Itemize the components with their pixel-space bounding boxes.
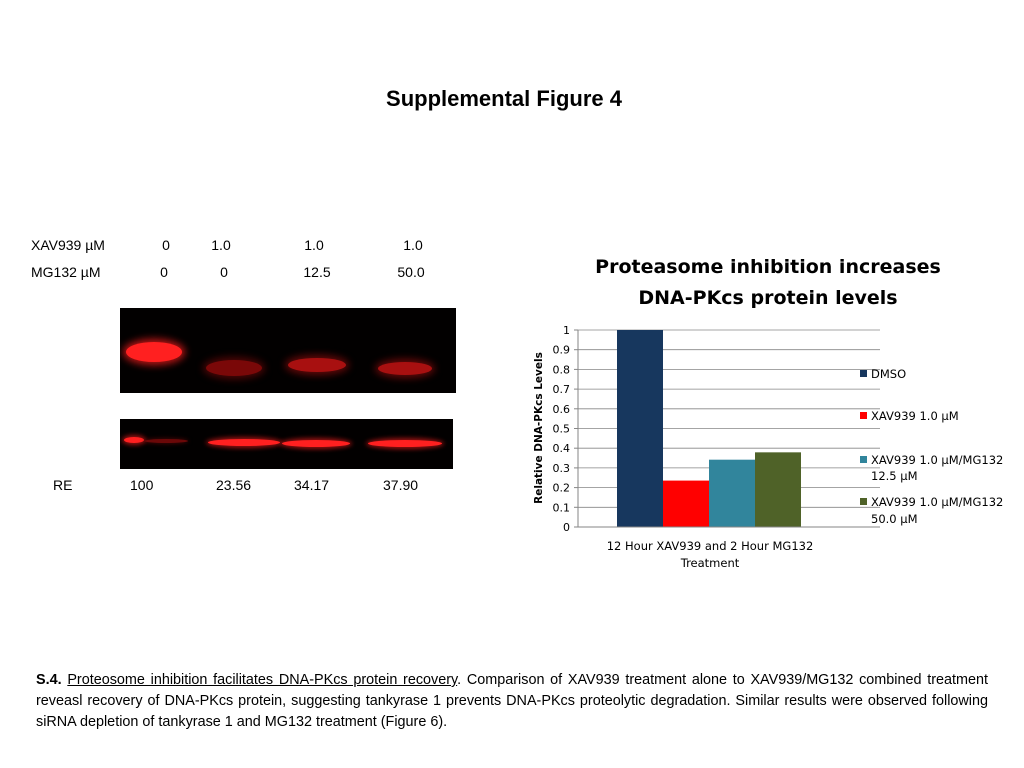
legend-swatch-dmso	[860, 370, 867, 377]
mg132-value: 50.0	[397, 264, 425, 280]
blot-band	[208, 439, 280, 446]
legend-label-xav939: XAV939 1.0 µM	[871, 409, 959, 423]
y-tick-label: 0.2	[553, 482, 571, 495]
caption-title: Proteosome inhibition facilitates DNA-PK…	[67, 672, 458, 688]
chart-title-line2: DNA-PKcs protein levels	[638, 287, 897, 309]
bar-series-2	[709, 459, 755, 527]
blot-band	[378, 362, 432, 375]
blot-band	[124, 437, 144, 443]
y-tick-label: 1	[563, 324, 570, 337]
bar-chart: Proteasome inhibition increases DNA-PKcs…	[533, 256, 1003, 570]
bar-series-1	[663, 480, 709, 527]
chart-bars	[617, 330, 801, 527]
blot-band	[206, 360, 262, 376]
caption-text: . Comparison of XAV939 treatment alone t…	[36, 672, 989, 730]
xav939-value: 1.0	[403, 237, 423, 253]
legend-swatch-xav939-mg132-12	[860, 456, 867, 463]
y-tick-label: 0.4	[553, 442, 571, 455]
mg132-label: MG132 µM	[31, 264, 101, 280]
legend-label-xav939-mg132-12-line2: 12.5 µM	[871, 469, 918, 483]
y-tick-label: 0.1	[553, 501, 571, 514]
legend-label-xav939-mg132-12-line1: XAV939 1.0 µM/MG132	[871, 453, 1003, 467]
western-blot-loading-control	[120, 419, 453, 469]
legend-swatch-xav939-mg132-50	[860, 498, 867, 505]
figure-title: Supplemental Figure 4	[386, 86, 622, 111]
blot-band	[282, 440, 350, 447]
y-tick-label: 0.5	[553, 423, 571, 436]
y-tick-label: 0.6	[553, 403, 571, 416]
blot-band	[144, 439, 188, 443]
xav939-value: 0	[162, 237, 170, 253]
blot-band	[126, 342, 182, 362]
legend-label-xav939-mg132-50-line1: XAV939 1.0 µM/MG132	[871, 495, 1003, 509]
y-tick-label: 0.9	[553, 344, 571, 357]
re-value: 37.90	[383, 477, 419, 493]
y-tick-label: 0	[563, 521, 570, 534]
re-value: 23.56	[216, 477, 252, 493]
legend-label-dmso: DMSO	[871, 367, 906, 381]
bar-series-3	[755, 452, 801, 527]
re-value: 100	[130, 477, 154, 493]
legend-swatch-xav939	[860, 412, 867, 419]
chart-legend: DMSO XAV939 1.0 µM XAV939 1.0 µM/MG132 1…	[860, 367, 1003, 526]
xav939-value: 1.0	[304, 237, 324, 253]
y-axis-ticks: 0 0.1 0.2 0.3 0.4 0.5 0.6 0.7 0.8 0.9 1	[553, 324, 578, 534]
y-tick-label: 0.3	[553, 462, 571, 475]
figure-caption: S.4. Proteosome inhibition facilitates D…	[36, 670, 988, 733]
y-axis-label: Relative DNA-PKcs Levels	[533, 352, 545, 504]
xav939-value: 1.0	[211, 237, 231, 253]
blot-band	[368, 440, 442, 447]
x-axis-label-line1: 12 Hour XAV939 and 2 Hour MG132	[607, 539, 814, 553]
re-value: 34.17	[294, 477, 330, 493]
mg132-value: 0	[220, 264, 228, 280]
xav939-label: XAV939 µM	[31, 237, 105, 253]
mg132-value: 0	[160, 264, 168, 280]
blot-band	[288, 358, 346, 372]
x-axis-label-line2: Treatment	[680, 556, 740, 570]
y-tick-label: 0.8	[553, 363, 571, 376]
bar-series-0	[617, 330, 663, 527]
legend-label-xav939-mg132-50-line2: 50.0 µM	[871, 512, 918, 526]
caption-label: S.4.	[36, 672, 62, 688]
mg132-value: 12.5	[303, 264, 331, 280]
western-blot-dnapkcs	[120, 308, 456, 393]
re-label: RE	[53, 477, 73, 493]
chart-title-line1: Proteasome inhibition increases	[595, 256, 941, 278]
y-tick-label: 0.7	[553, 383, 571, 396]
